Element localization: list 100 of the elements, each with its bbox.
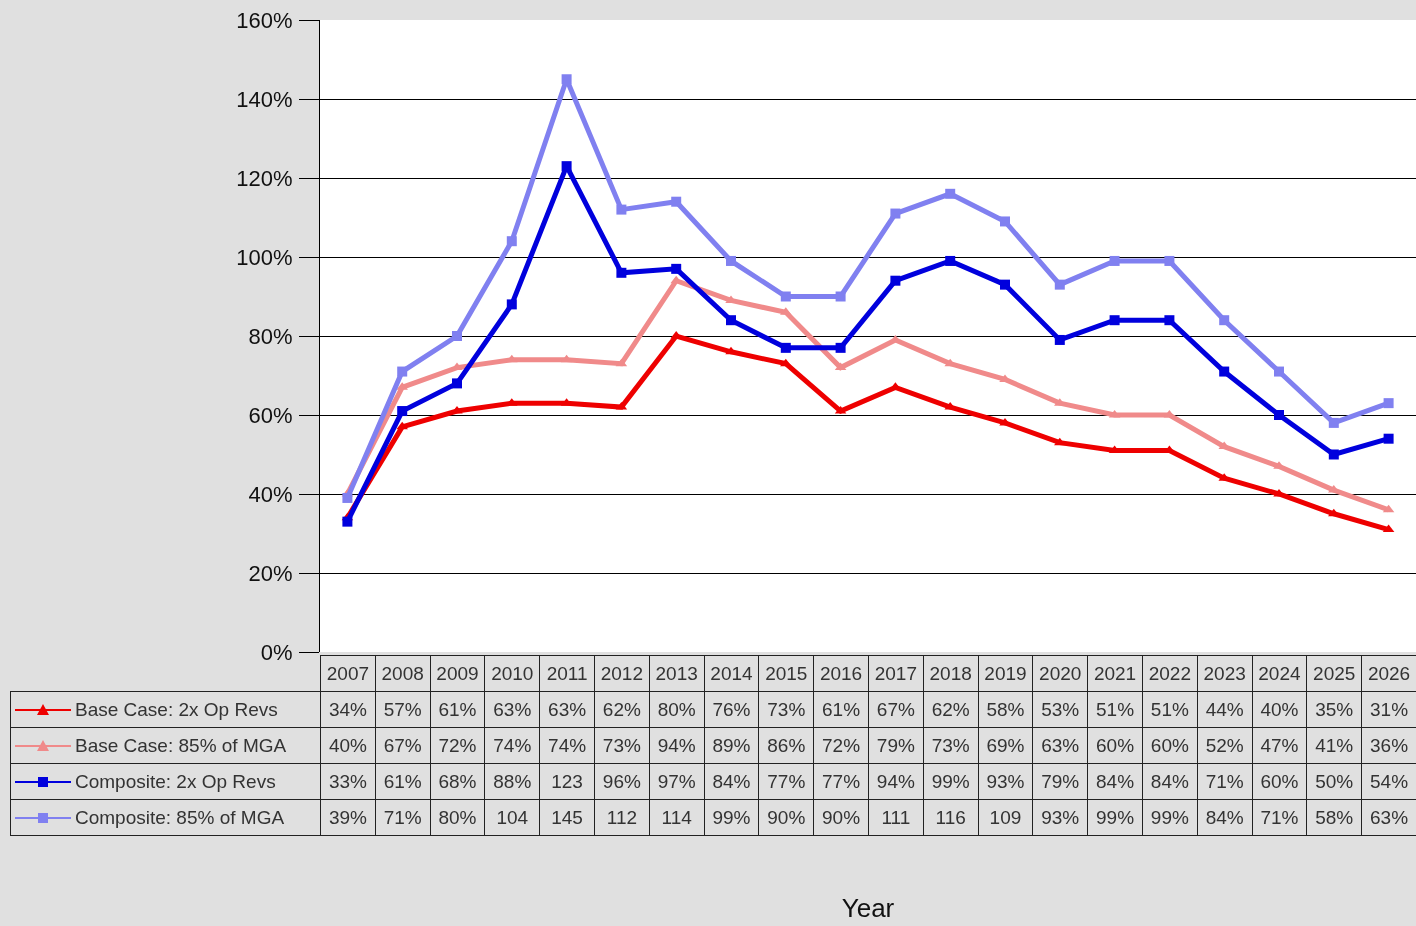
y-tick-label: 40% [248, 481, 293, 507]
data-label: 93% [978, 763, 1033, 800]
x-tick-label: 2021 [1087, 655, 1143, 692]
data-label: 35% [1306, 691, 1362, 728]
data-label: 58% [1306, 799, 1362, 836]
data-label: 54% [1361, 763, 1416, 800]
data-label: 40% [1252, 691, 1307, 728]
x-tick-label: 2024 [1252, 655, 1307, 692]
data-label: 80% [649, 691, 705, 728]
data-label: 88% [484, 763, 540, 800]
data-label: 73% [758, 691, 814, 728]
data-label: 93% [1032, 799, 1088, 836]
data-label: 74% [539, 727, 595, 764]
data-label: 145 [539, 799, 595, 836]
data-label: 79% [1032, 763, 1088, 800]
y-tick-label: 60% [248, 402, 293, 428]
data-label: 99% [1087, 799, 1143, 836]
data-label: 60% [1087, 727, 1143, 764]
data-label: 63% [1032, 727, 1088, 764]
data-label: 77% [813, 763, 869, 800]
legend-label: Base Case: 2x Op Revs [75, 698, 278, 720]
data-label: 53% [1032, 691, 1088, 728]
data-label: 89% [704, 727, 759, 764]
data-label: 60% [1142, 727, 1198, 764]
data-label: 41% [1306, 727, 1362, 764]
data-label: 44% [1197, 691, 1253, 728]
data-label: 73% [594, 727, 650, 764]
data-label: 90% [758, 799, 814, 836]
x-tick-label: 2025 [1306, 655, 1362, 692]
data-label: 84% [704, 763, 759, 800]
x-tick-label: 2015 [758, 655, 814, 692]
legend-label: Composite: 2x Op Revs [75, 770, 276, 792]
x-tick-label: 2020 [1032, 655, 1088, 692]
data-label: 97% [649, 763, 705, 800]
data-label: 86% [758, 727, 814, 764]
data-label: 72% [813, 727, 869, 764]
data-label: 71% [1197, 763, 1253, 800]
data-label: 73% [923, 727, 979, 764]
x-tick-label: 2026 [1361, 655, 1416, 692]
data-label: 80% [430, 799, 485, 836]
data-label: 67% [375, 727, 431, 764]
data-label: 62% [923, 691, 979, 728]
data-label: 74% [484, 727, 540, 764]
data-label: 62% [594, 691, 650, 728]
data-label: 61% [430, 691, 485, 728]
data-label: 99% [704, 799, 759, 836]
data-label: 58% [978, 691, 1033, 728]
x-tick-label: 2007 [320, 655, 376, 692]
y-tick-label: 0% [260, 639, 293, 665]
y-tick-label: 140% [236, 86, 293, 112]
data-label: 63% [484, 691, 540, 728]
x-tick-label: 2014 [704, 655, 759, 692]
data-label: 61% [813, 691, 869, 728]
data-label: 71% [1252, 799, 1307, 836]
data-label: 36% [1361, 727, 1416, 764]
legend-label: Composite: 85% of MGA [75, 806, 285, 828]
data-label: 51% [1087, 691, 1143, 728]
data-label: 114 [649, 799, 705, 836]
data-label: 112 [594, 799, 650, 836]
y-tick-label: 120% [236, 165, 293, 191]
data-label: 33% [320, 763, 376, 800]
x-tick-label: 2010 [484, 655, 540, 692]
data-label: 76% [704, 691, 759, 728]
x-tick-label: 2019 [978, 655, 1033, 692]
data-label: 90% [813, 799, 869, 836]
data-label: 61% [375, 763, 431, 800]
data-label: 47% [1252, 727, 1307, 764]
x-tick-label: 2023 [1197, 655, 1253, 692]
data-label: 109 [978, 799, 1033, 836]
data-label: 104 [484, 799, 540, 836]
data-label: 123 [539, 763, 595, 800]
data-label: 111 [868, 799, 924, 836]
data-label: 84% [1142, 763, 1198, 800]
y-tick-label: 160% [236, 7, 293, 33]
text: Year [840, 893, 896, 924]
data-label: 99% [923, 763, 979, 800]
x-tick-label: 2018 [923, 655, 979, 692]
x-tick-label: 2022 [1142, 655, 1198, 692]
data-label: 63% [1361, 799, 1416, 836]
legend-label: Base Case: 85% of MGA [75, 734, 287, 756]
data-label: 94% [868, 763, 924, 800]
data-label: 40% [320, 727, 376, 764]
data-label: 31% [1361, 691, 1416, 728]
data-label: 57% [375, 691, 431, 728]
data-label: 67% [868, 691, 924, 728]
data-label: 34% [320, 691, 376, 728]
x-tick-label: 2012 [594, 655, 650, 692]
data-label: 96% [594, 763, 650, 800]
data-label: 51% [1142, 691, 1198, 728]
data-label: 99% [1142, 799, 1198, 836]
data-label: 52% [1197, 727, 1253, 764]
data-label: 94% [649, 727, 705, 764]
data-label: 84% [1197, 799, 1253, 836]
data-label: 68% [430, 763, 485, 800]
data-label: 77% [758, 763, 814, 800]
x-tick-label: 2017 [868, 655, 924, 692]
x-tick-label: 2008 [375, 655, 431, 692]
data-label: 60% [1252, 763, 1307, 800]
data-label: 71% [375, 799, 431, 836]
x-tick-label: 2013 [649, 655, 705, 692]
